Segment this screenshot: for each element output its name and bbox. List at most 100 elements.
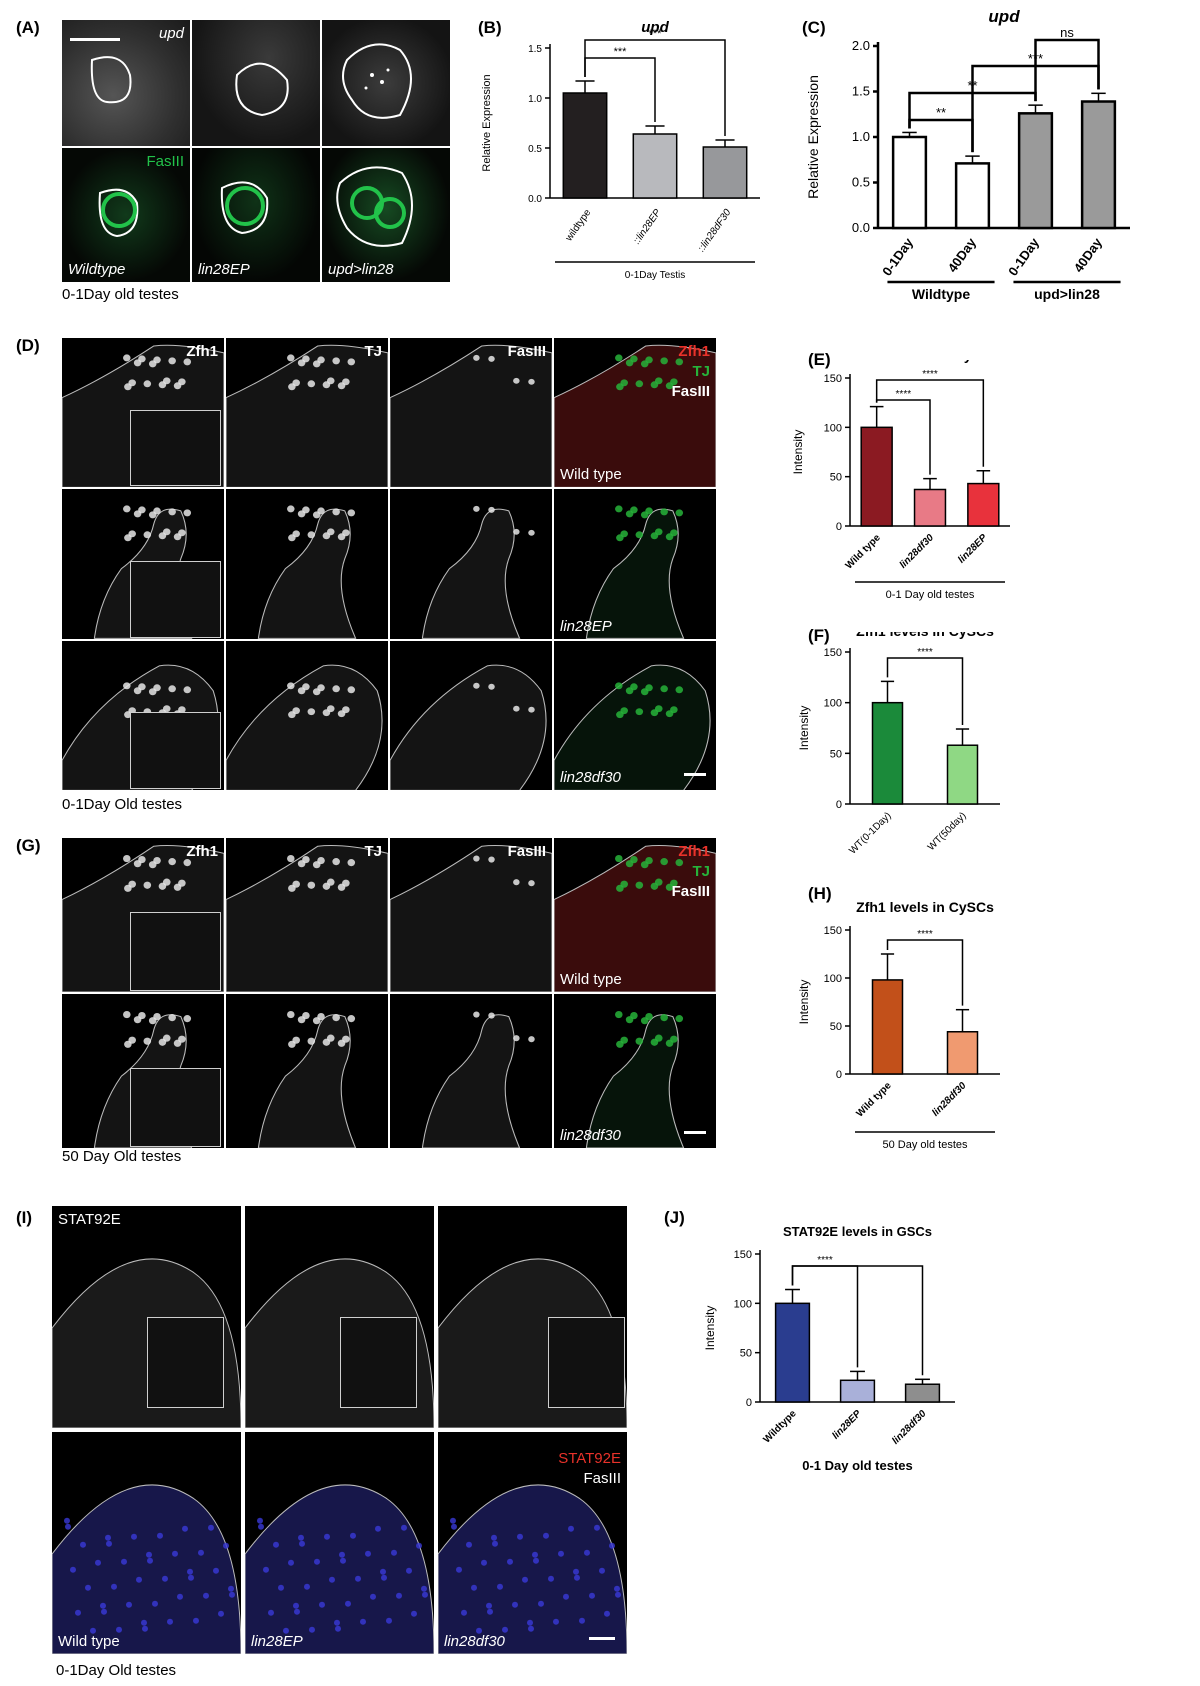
nucleus-dot xyxy=(401,1524,407,1531)
nucleus-dot xyxy=(322,882,331,890)
nucleus-dot xyxy=(297,510,306,518)
nucleus-dot xyxy=(208,1524,214,1531)
nucleus-dot xyxy=(660,858,668,866)
y-axis-label: Relative Expression xyxy=(481,74,493,171)
nucleus-dot xyxy=(625,510,634,518)
nucleus-dot xyxy=(616,884,624,892)
nucleus-dot xyxy=(675,685,684,693)
nucleus-dot xyxy=(213,1567,219,1574)
nucleus-dot xyxy=(101,1608,107,1615)
micrograph-zfh1 xyxy=(62,489,224,639)
nucleus-dot xyxy=(370,1593,376,1600)
nucleus-dot xyxy=(136,1576,142,1583)
nucleus-dot xyxy=(574,1574,580,1581)
nucleus-dot xyxy=(133,1016,142,1024)
nucleus-dot xyxy=(287,854,295,863)
panel-i-caption: 0-1Day Old testes xyxy=(56,1662,177,1679)
tissue-outline xyxy=(257,508,357,639)
zoom-inset xyxy=(547,1317,626,1408)
nucleus-dot xyxy=(65,1523,71,1530)
nucleus-dot xyxy=(337,382,346,390)
nucleus-dot xyxy=(319,1601,325,1608)
tissue-outline xyxy=(390,664,547,790)
y-tick-label: 50 xyxy=(830,748,842,760)
nucleus-dot xyxy=(491,1534,497,1541)
fasiii-label: FasIII xyxy=(146,153,184,170)
nucleus-dot xyxy=(143,531,152,539)
tissue-outline xyxy=(390,844,552,992)
x-tick-label: lin28EP xyxy=(830,1408,864,1442)
y-tick-label: 1.0 xyxy=(852,129,870,144)
micrograph-merge: lin28EP xyxy=(554,489,716,639)
significance-label: ** xyxy=(936,105,946,120)
nucleus-dot xyxy=(665,1039,674,1047)
nucleus-dot xyxy=(486,1602,492,1609)
tissue-outline xyxy=(554,664,711,790)
panel-a-fas-wildtype: FasIII Wildtype xyxy=(62,148,190,282)
chart-title: Zfh1 levels in CySCs xyxy=(861,360,999,363)
micrograph-merge: lin28df30 xyxy=(554,994,716,1148)
scale-bar xyxy=(589,1637,615,1640)
bar-lin28df30 xyxy=(913,488,947,527)
nucleus-dot xyxy=(337,533,346,541)
nucleus-dot xyxy=(148,511,157,519)
nucleus-dot xyxy=(287,354,295,362)
nucleus-dot xyxy=(488,507,495,514)
significance-bracket xyxy=(886,657,964,726)
panel-g-caption: 50 Day Old testes xyxy=(62,1148,182,1165)
zoom-inset xyxy=(130,1067,222,1147)
nucleus-dot xyxy=(512,1601,518,1608)
nucleus-dot xyxy=(142,1625,148,1632)
bar-::lin28dF30 xyxy=(702,146,748,199)
panel-j-label: (J) xyxy=(664,1208,685,1227)
nucleus-dot xyxy=(167,1618,173,1625)
nucleus-dot xyxy=(312,360,321,368)
nucleus-dot xyxy=(339,1551,345,1558)
micrograph-merge: Wild type xyxy=(52,1432,241,1654)
nucleus-dot xyxy=(609,1542,615,1549)
nucleus-dot xyxy=(615,505,623,513)
panel-b-label: (B) xyxy=(478,18,502,37)
nucleus-dot xyxy=(332,508,340,516)
chart-b: upd Relative Expression 0.0 0.5 1.0 1.5 wildty… xyxy=(481,19,760,281)
nucleus-dot xyxy=(322,381,331,389)
nucleus-dot xyxy=(660,684,668,692)
nucleus-dot xyxy=(173,382,182,390)
merge-channel-label: STAT92E xyxy=(558,1450,621,1467)
nucleus-dot xyxy=(406,1567,412,1574)
nucleus-dot xyxy=(640,511,649,519)
nucleus-dot xyxy=(100,1602,106,1609)
x-tick-label: ::lin28dF30 xyxy=(696,207,734,254)
nucleus-dot xyxy=(473,682,480,689)
nucleus-dot xyxy=(312,511,321,519)
nucleus-dot xyxy=(584,1549,590,1556)
nucleus-dot xyxy=(360,1618,366,1625)
y-tick-label: 100 xyxy=(824,973,842,985)
panel-a-fas-lin28ep: lin28EP xyxy=(192,148,320,282)
bar-40Day xyxy=(954,162,991,230)
y-tick-label: 100 xyxy=(734,1298,752,1310)
micrograph-merge: Zfh1 TJ FasIII Wild type xyxy=(554,338,716,488)
chart-title: upd xyxy=(641,19,669,36)
significance-label: ns xyxy=(1060,25,1074,40)
nucleus-dot xyxy=(307,707,316,715)
nucleus-dot xyxy=(675,509,684,517)
nucleus-dot xyxy=(675,859,684,867)
nucleus-dot xyxy=(123,681,131,689)
nucleus-dot xyxy=(183,1015,192,1023)
group-label: upd>lin28 xyxy=(1034,286,1100,302)
nucleus-dot xyxy=(173,883,182,891)
tissue-outline xyxy=(585,508,685,639)
nucleus-dot xyxy=(332,684,340,692)
nucleus-dot xyxy=(573,1568,579,1575)
micrograph-merge: Zfh1 TJ FasIII Wild type xyxy=(554,838,716,992)
x-tick-label: Wild type xyxy=(854,1080,893,1119)
tissue-outline xyxy=(52,1484,241,1654)
nucleus-dot xyxy=(616,1040,624,1048)
nucleus-dot xyxy=(635,707,644,715)
nucleus-dot xyxy=(513,529,520,536)
nucleus-dot xyxy=(297,359,306,367)
micrograph-tj xyxy=(226,994,388,1148)
nucleus-dot xyxy=(660,508,668,516)
nucleus-dot xyxy=(522,1576,528,1583)
